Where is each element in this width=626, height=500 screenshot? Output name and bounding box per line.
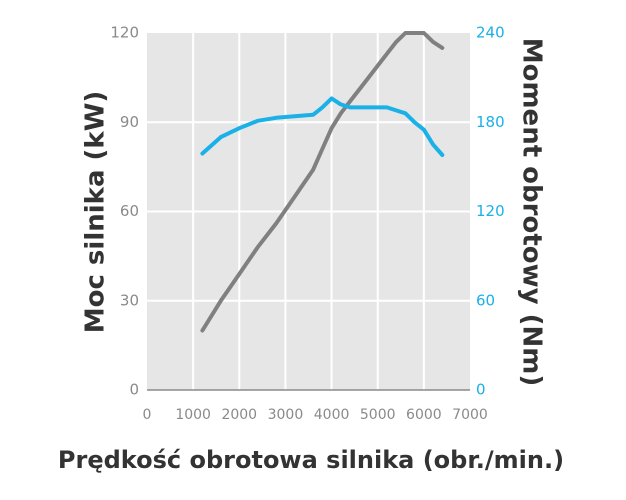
x-tick-label: 7000 <box>452 407 488 423</box>
x-tick-label: 2000 <box>221 407 257 423</box>
x-tick-label: 4000 <box>314 407 350 423</box>
y-left-tick-label: 0 <box>129 381 139 399</box>
y-left-tick-label: 60 <box>120 202 139 220</box>
y-axis-left-title: Moc silnika (kW) <box>81 91 111 334</box>
y-right-tick-label: 240 <box>476 24 505 42</box>
torque-series-line <box>200 96 445 157</box>
x-tick-label: 0 <box>143 407 152 423</box>
y-right-tick-label: 60 <box>476 291 495 309</box>
y-left-tick-label: 90 <box>120 113 139 131</box>
x-axis-title: Prędkość obrotowa silnika (obr./min.) <box>58 446 564 474</box>
y-right-tick-label: 120 <box>476 202 505 220</box>
y-right-tick-label: 180 <box>476 113 505 131</box>
y-right-tick-label: 0 <box>476 381 486 399</box>
y-axis-right-title: Moment obrotowy (Nm) <box>517 38 547 387</box>
x-tick-label: 5000 <box>360 407 396 423</box>
y-left-tick-label: 30 <box>120 291 139 309</box>
series-layer <box>200 31 445 333</box>
tick-labels: 0 30 60 90 120 0 60 120 180 240 0 1000 2000 3000 4000 5… <box>110 24 504 424</box>
power-series-line <box>200 31 445 333</box>
x-tick-label: 1000 <box>175 407 211 423</box>
x-tick-label: 6000 <box>406 407 442 423</box>
y-left-tick-label: 120 <box>110 24 139 42</box>
x-tick-label: 3000 <box>268 407 304 423</box>
